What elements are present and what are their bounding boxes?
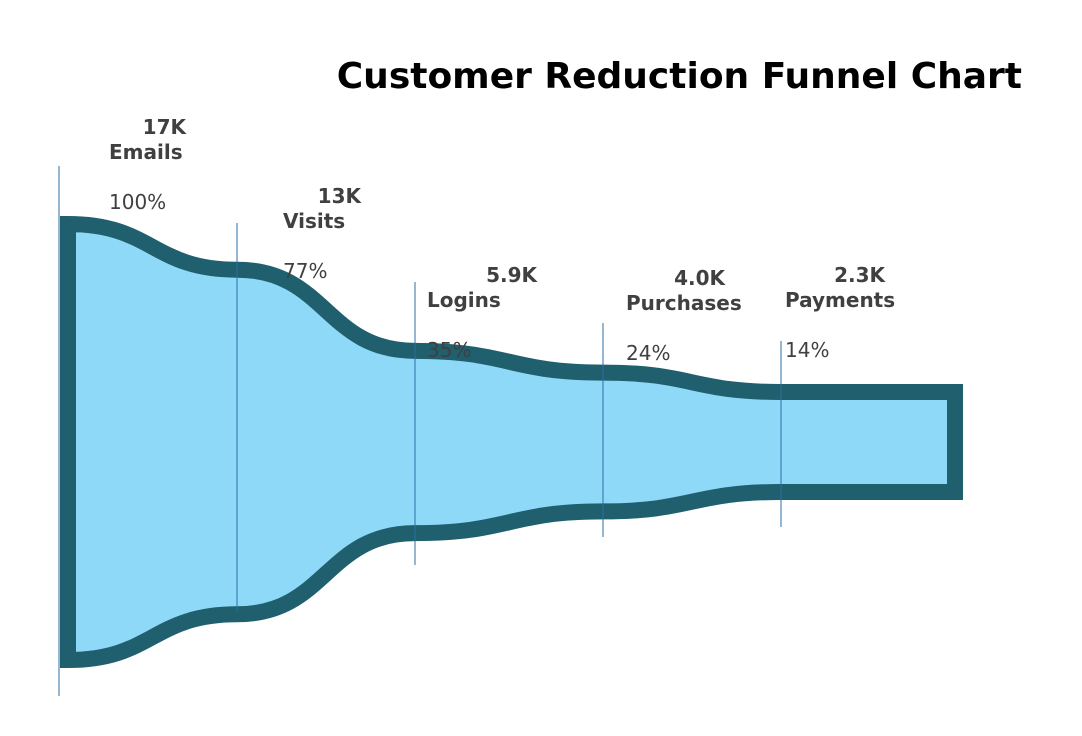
stage-value-purchases: 4.0K <box>674 266 726 290</box>
stage-percent-payments: 14% <box>785 338 829 362</box>
stage-name-logins: Logins <box>427 288 501 312</box>
stage-name-payments: Payments <box>785 288 895 312</box>
stage-name-purchases: Purchases <box>626 291 742 315</box>
stage-value-visits: 13K <box>318 184 363 208</box>
funnel-shape <box>60 215 963 669</box>
stage-value-emails: 17K <box>143 115 188 139</box>
stage-dividers <box>58 166 782 696</box>
stage-percent-visits: 77% <box>283 259 327 283</box>
stage-value-logins: 5.9K <box>486 263 538 287</box>
stage-percent-logins: 35% <box>427 338 471 362</box>
stage-percent-purchases: 24% <box>626 341 670 365</box>
stage-name-visits: Visits <box>283 209 345 233</box>
stage-name-emails: Emails <box>109 140 183 164</box>
chart-title: Customer Reduction Funnel Chart <box>337 56 1022 97</box>
stage-percent-emails: 100% <box>109 190 166 214</box>
stage-value-payments: 2.3K <box>834 263 886 287</box>
